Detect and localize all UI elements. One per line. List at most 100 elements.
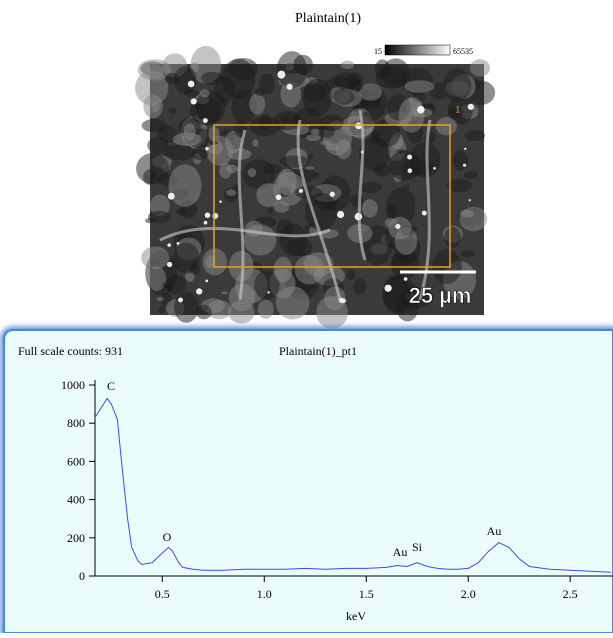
texture — [145, 64, 163, 79]
texture — [460, 250, 474, 257]
texture — [258, 300, 274, 319]
texture — [444, 227, 461, 248]
particle — [167, 243, 171, 247]
texture — [221, 291, 228, 294]
texture — [443, 68, 471, 101]
texture — [234, 120, 247, 137]
texture — [404, 80, 434, 93]
texture — [402, 185, 409, 190]
texture — [191, 149, 208, 160]
texture — [354, 278, 366, 295]
texture — [336, 139, 352, 159]
texture — [173, 133, 202, 146]
texture — [148, 211, 171, 223]
x-tick-label: 1.5 — [359, 587, 374, 601]
texture — [249, 94, 265, 115]
texture — [142, 119, 168, 132]
x-tick-label: 1.0 — [257, 587, 272, 601]
x-tick-label: 2.5 — [563, 587, 578, 601]
particle — [204, 221, 208, 225]
texture — [274, 257, 293, 283]
y-tick-label: 400 — [67, 493, 85, 507]
particle — [385, 285, 392, 292]
particle — [408, 168, 413, 173]
texture — [382, 58, 410, 87]
texture — [399, 97, 425, 132]
texture — [252, 139, 258, 146]
texture — [313, 172, 320, 178]
texture — [370, 132, 381, 145]
texture — [245, 221, 263, 237]
y-tick-label: 200 — [67, 531, 85, 545]
texture — [350, 194, 364, 207]
texture — [226, 165, 238, 173]
texture — [277, 51, 307, 88]
y-tick-label: 600 — [67, 454, 85, 468]
particle — [286, 84, 292, 90]
particle — [205, 280, 208, 283]
texture — [174, 292, 199, 323]
texture — [147, 266, 166, 291]
texture — [319, 124, 335, 139]
particle — [395, 224, 400, 229]
page: {"image": {"title": "Plaintain(1)", "col… — [0, 0, 613, 633]
texture — [362, 199, 378, 217]
texture — [304, 83, 327, 102]
texture — [165, 73, 180, 84]
y-tick-label: 1000 — [61, 378, 85, 392]
texture — [470, 59, 490, 76]
particle — [191, 98, 197, 104]
texture — [169, 164, 202, 207]
y-tick-label: 800 — [67, 416, 85, 430]
peak-label: C — [107, 379, 115, 393]
texture — [196, 305, 212, 319]
texture — [274, 201, 290, 212]
texture — [226, 189, 236, 196]
particle — [422, 211, 427, 216]
particle — [188, 81, 195, 88]
texture — [389, 150, 421, 180]
particle — [219, 200, 222, 203]
y-tick-label: 0 — [79, 569, 85, 583]
texture — [306, 134, 320, 141]
texture — [333, 89, 354, 105]
texture — [141, 246, 169, 269]
colorbar-max: 65535 — [453, 47, 473, 56]
texture — [347, 269, 355, 280]
region-label: 1 — [455, 104, 461, 116]
particle — [417, 106, 425, 114]
texture — [201, 72, 223, 85]
x-tick-label: 2.0 — [461, 587, 476, 601]
texture — [279, 155, 309, 167]
texture — [157, 297, 164, 301]
texture — [436, 117, 457, 135]
peak-label: Si — [412, 540, 423, 554]
particle — [469, 199, 471, 201]
texture — [464, 130, 485, 140]
particle — [433, 167, 436, 170]
texture — [453, 150, 468, 170]
particle — [464, 148, 466, 150]
peak-label: Au — [487, 524, 502, 538]
texture — [464, 171, 478, 179]
particle — [468, 104, 474, 110]
texture — [262, 164, 281, 174]
texture — [374, 164, 390, 176]
texture — [173, 243, 199, 274]
texture — [165, 279, 173, 290]
x-axis-label: keV — [346, 609, 366, 623]
texture — [228, 301, 254, 324]
peak-label: Au — [393, 545, 408, 559]
texture — [388, 217, 411, 240]
particle — [276, 194, 282, 200]
texture — [200, 89, 210, 97]
texture — [305, 166, 314, 170]
peak-label: O — [163, 530, 172, 544]
texture — [287, 238, 313, 256]
colorbar-min: 15 — [374, 47, 382, 56]
texture — [341, 61, 355, 70]
particle — [203, 118, 208, 123]
particle — [407, 155, 412, 160]
texture — [459, 207, 487, 231]
texture — [347, 79, 363, 91]
